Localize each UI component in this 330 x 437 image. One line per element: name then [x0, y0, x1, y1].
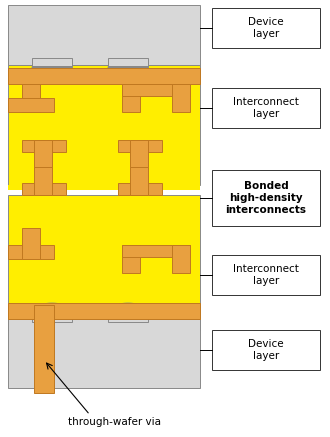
Text: Interconnect
layer: Interconnect layer [233, 264, 299, 286]
Bar [8, 318, 200, 388]
Polygon shape [32, 67, 72, 77]
Bar [108, 58, 148, 67]
Bar [212, 330, 320, 370]
Bar [34, 167, 52, 195]
Bar [212, 255, 320, 295]
Bar [212, 170, 320, 226]
Bar [8, 65, 200, 185]
Bar [22, 84, 40, 112]
Text: through-wafer via: through-wafer via [69, 417, 161, 427]
Bar [130, 167, 148, 195]
Bar [8, 5, 200, 65]
Bar [122, 245, 140, 273]
Bar [122, 84, 140, 112]
Bar [32, 313, 72, 322]
Text: Bonded
high-density
interconnects: Bonded high-density interconnects [225, 180, 307, 215]
Bar [8, 303, 200, 319]
Polygon shape [108, 303, 148, 313]
Text: Interconnect
layer: Interconnect layer [233, 97, 299, 119]
Bar [22, 183, 66, 195]
Bar [118, 183, 162, 195]
Bar [212, 88, 320, 128]
Bar [34, 305, 54, 393]
Bar [130, 140, 148, 168]
Polygon shape [108, 67, 148, 77]
Bar [8, 68, 200, 84]
Text: Device
layer: Device layer [248, 17, 284, 39]
Bar [122, 245, 190, 257]
Bar [172, 245, 190, 273]
Bar [118, 140, 162, 152]
Bar [8, 245, 54, 259]
Bar [108, 313, 148, 322]
Bar [32, 58, 72, 67]
Polygon shape [32, 303, 72, 313]
Bar [8, 185, 200, 190]
Bar [34, 140, 52, 168]
Bar [8, 98, 54, 112]
Bar [22, 228, 40, 259]
Text: Device
layer: Device layer [248, 339, 284, 361]
Bar [8, 195, 200, 330]
Bar [172, 84, 190, 112]
Bar [122, 84, 190, 96]
Bar [212, 8, 320, 48]
Bar [22, 140, 66, 152]
